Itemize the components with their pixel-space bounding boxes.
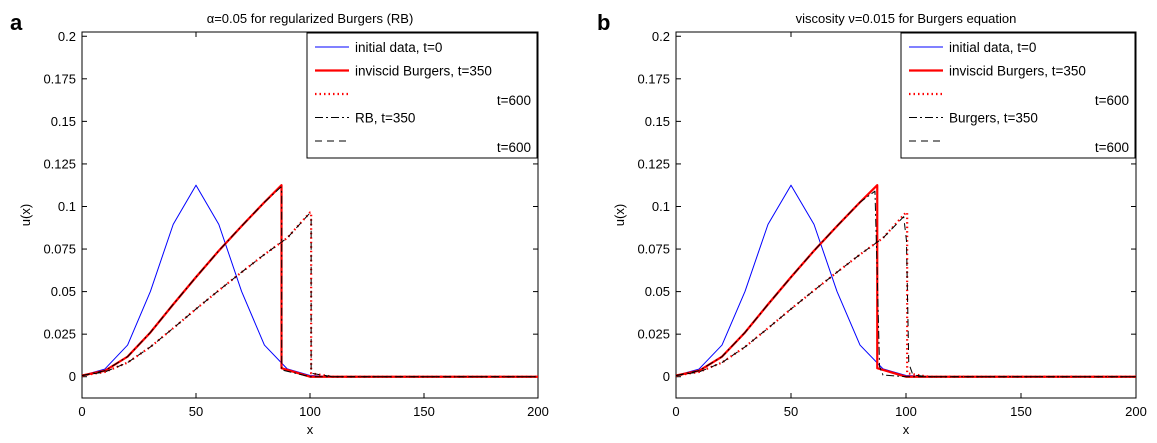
panel-letter: b: [597, 10, 610, 35]
panel-letter: a: [10, 10, 23, 35]
panel-a: 0 50 100 150 200 0 0.025 0.05 0.075 0.1 0.125 0.15 0…: [10, 10, 549, 437]
legend: initial data, t=0 inviscid Burgers, t=350…: [900, 32, 1136, 159]
panel-b: 0 50 100 150 200 0 0.025 0.05 0.075 0.1 0.125 0.15 0…: [597, 10, 1147, 437]
series-line-4: [82, 213, 538, 378]
x-axis-label: x: [903, 422, 910, 437]
legend-box: [900, 32, 1136, 159]
y-tick-label: 0.15: [51, 114, 76, 129]
y-tick-label: 0.075: [637, 242, 670, 257]
y-tick-label: 0.2: [652, 29, 670, 44]
x-axis-label: x: [307, 422, 314, 437]
legend-label-4: t=600: [1095, 140, 1129, 155]
x-tick-label: 100: [895, 404, 917, 419]
series-line-3: [82, 186, 538, 378]
y-tick-label: 0.125: [43, 156, 76, 171]
y-tick-label: 0: [69, 369, 76, 384]
legend-label-1: inviscid Burgers, t=350: [949, 64, 1086, 79]
y-tick-label: 0.15: [645, 114, 670, 129]
y-tick-label: 0.125: [637, 156, 670, 171]
x-tick-label: 150: [1010, 404, 1032, 419]
legend-label-4: t=600: [497, 140, 531, 155]
chart-title: viscosity ν=0.015 for Burgers equation: [796, 11, 1017, 26]
x-tick-label: 0: [672, 404, 679, 419]
chart-title: α=0.05 for regularized Burgers (RB): [207, 11, 414, 26]
x-tick-label: 50: [784, 404, 798, 419]
x-tick-label: 0: [78, 404, 85, 419]
series-line-3: [676, 190, 1136, 378]
series-line-4: [676, 216, 1136, 378]
legend-label-2: t=600: [497, 93, 531, 108]
legend-label-0: initial data, t=0: [949, 40, 1036, 55]
legend-box: [306, 32, 538, 159]
x-tick-label: 100: [299, 404, 321, 419]
x-tick-label: 200: [1125, 404, 1147, 419]
y-tick-label: 0.2: [58, 29, 76, 44]
x-tick-label: 50: [189, 404, 203, 419]
y-tick-label: 0.05: [645, 284, 670, 299]
y-tick-label: 0.1: [652, 199, 670, 214]
y-tick-label: 0.025: [637, 327, 670, 342]
legend: initial data, t=0 inviscid Burgers, t=350…: [306, 32, 538, 159]
legend-label-3: Burgers, t=350: [949, 111, 1038, 126]
y-axis-label: u(x): [18, 204, 33, 226]
y-axis-label: u(x): [612, 204, 627, 226]
y-tick-label: 0.175: [637, 71, 670, 86]
legend-label-2: t=600: [1095, 93, 1129, 108]
y-tick-label: 0.05: [51, 284, 76, 299]
y-tick-label: 0.075: [43, 242, 76, 257]
x-tick-label: 150: [413, 404, 435, 419]
legend-label-3: RB, t=350: [355, 111, 415, 126]
y-tick-label: 0.175: [43, 71, 76, 86]
legend-label-0: initial data, t=0: [355, 40, 442, 55]
y-tick-label: 0.1: [58, 199, 76, 214]
x-tick-label: 200: [527, 404, 549, 419]
y-tick-label: 0.025: [43, 327, 76, 342]
legend-label-1: inviscid Burgers, t=350: [355, 64, 492, 79]
y-tick-label: 0: [663, 369, 670, 384]
